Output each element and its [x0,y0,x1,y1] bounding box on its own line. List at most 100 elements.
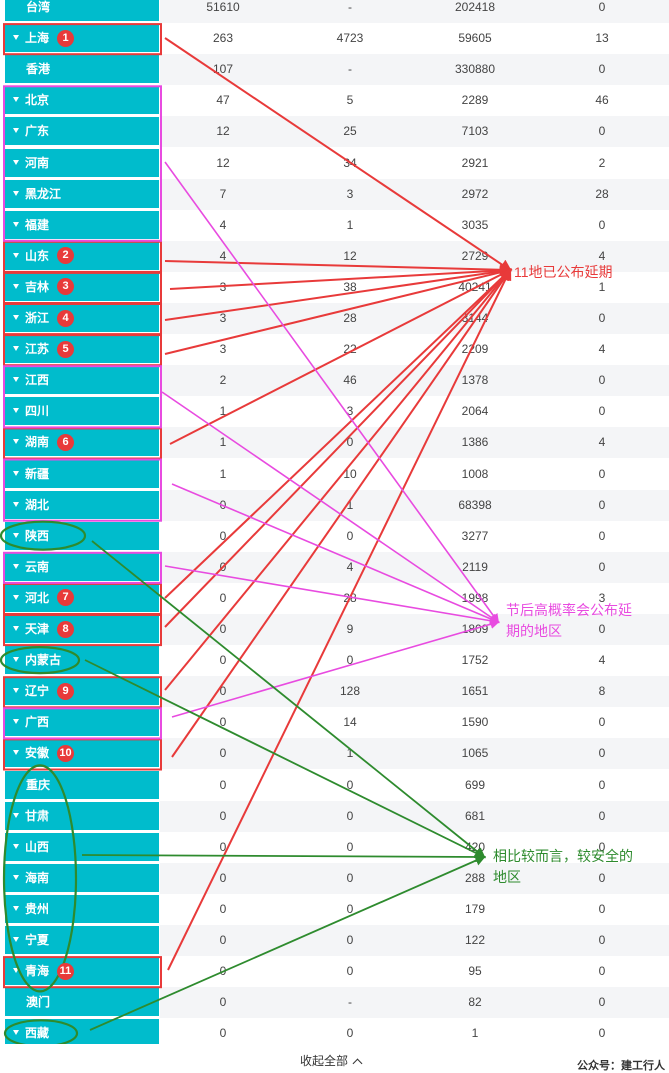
expand-caret-icon[interactable] [13,439,19,445]
expand-caret-icon[interactable] [13,470,19,476]
province-name-cell[interactable]: 上海 [5,24,159,53]
expand-caret-icon[interactable] [13,315,19,320]
province-name-cell[interactable]: 山东 [5,241,159,270]
province-name-cell[interactable]: 广东 [5,117,159,146]
province-name: 上海 [25,31,50,46]
province-name: 广东 [25,124,50,139]
value-cell-2: 5 [346,93,354,108]
province-name-cell[interactable]: 江西 [5,366,159,395]
province-name-cell[interactable]: 甘肃 [5,801,159,830]
province-name-cell[interactable]: 黑龙江 [5,179,159,208]
row-background [160,0,669,23]
footer: 收起全部 公众号：建工行人 [0,1044,669,1072]
expand-caret-icon[interactable] [13,874,19,880]
value-cell-1: 3 [219,342,227,357]
value-cell-4: 0 [598,62,606,77]
table-row: 河北02819983 [0,583,669,614]
row-background [160,738,669,770]
postponed-number-badge: 4 [57,309,74,327]
province-name-cell[interactable]: 广西 [5,708,159,737]
expand-caret-icon[interactable] [13,532,19,538]
likely-arrow [171,483,500,624]
province-name-cell[interactable]: 陕西 [5,521,159,550]
expand-caret-icon[interactable] [13,252,19,258]
value-cell-1: 0 [219,653,227,668]
safer-highlight-ellipse [2,764,78,993]
expand-caret-icon[interactable] [13,159,19,165]
row-background [160,365,669,397]
row-background [160,800,669,832]
expand-caret-icon[interactable] [13,657,19,663]
expand-caret-icon[interactable] [13,1030,19,1036]
value-cell-3: 1008 [461,466,489,481]
value-cell-3: 2119 [462,559,488,574]
province-name: 甘肃 [25,808,50,823]
province-name-cell[interactable]: 河南 [5,148,159,177]
value-cell-1: 47 [216,93,230,108]
province-name-cell[interactable]: 辽宁 [5,677,159,706]
expand-caret-icon[interactable] [13,812,19,818]
value-cell-2: 4723 [336,31,364,46]
expand-caret-icon[interactable] [13,408,19,414]
expand-caret-icon[interactable] [13,283,19,289]
expand-caret-icon[interactable] [13,190,19,196]
province-name: 湖南 [25,435,50,450]
province-name-cell[interactable]: 福建 [5,210,159,239]
table-row: 重庆 0 0 699 0 [0,770,669,801]
province-name-cell[interactable]: 海南 [5,863,159,892]
province-name: 湖北 [25,497,50,512]
postponed-highlight-box [3,676,162,709]
expand-caret-icon[interactable] [13,688,19,694]
province-name: 海南 [25,870,50,885]
province-name-cell[interactable]: 宁夏 [5,926,159,954]
province-name-cell[interactable]: 浙江 [5,304,159,332]
province-name-cell[interactable]: 湖北 [5,490,159,519]
province-name-cell[interactable]: 湖南 [5,428,159,457]
expand-caret-icon[interactable] [13,937,19,942]
collapse-all-button[interactable]: 收起全部 [300,1052,363,1069]
expand-caret-icon[interactable] [13,221,19,227]
safer-arrow [81,851,487,863]
province-name-cell[interactable]: 四川 [5,397,159,426]
province-name: 江苏 [25,342,50,357]
expand-caret-icon[interactable] [13,501,19,507]
expand-caret-icon[interactable] [13,905,19,911]
province-name-cell[interactable]: 河北 [5,583,159,612]
expand-caret-icon[interactable] [13,750,19,756]
province-name-cell[interactable]: 青海 [5,957,159,986]
value-cell-2: 1 [346,217,354,232]
expand-caret-icon[interactable] [13,35,19,41]
value-cell-2: 3 [346,186,354,201]
expand-caret-icon[interactable] [13,843,19,849]
province-name-cell[interactable]: 云南 [5,552,159,581]
value-cell-2: 0 [346,1026,354,1041]
table-row: 辽宁 0 128 1651 8 [0,676,669,708]
province-name-cell[interactable]: 江苏 [5,335,159,364]
expand-caret-icon[interactable] [13,626,19,631]
expand-caret-icon[interactable] [13,346,19,352]
province-name-cell[interactable]: 天津 [5,615,159,643]
value-cell-1: 4 [219,248,227,263]
expand-caret-icon[interactable] [13,594,19,600]
value-cell-2: 0 [346,933,354,947]
expand-caret-icon[interactable] [13,563,19,569]
province-name-cell[interactable]: 西藏 [5,1019,159,1048]
expand-caret-icon[interactable] [13,968,19,974]
expand-caret-icon[interactable] [13,128,19,134]
expand-caret-icon[interactable] [13,97,19,103]
province-name: 重庆 [26,777,51,792]
province-name-cell: 香港 [5,55,159,84]
province-name-cell[interactable]: 北京 [5,86,159,115]
province-name-cell[interactable]: 贵州 [5,894,159,923]
expand-caret-icon[interactable] [13,377,19,383]
province-name-cell[interactable]: 吉林 [5,272,159,301]
province-name: 河北 [25,590,50,605]
postponed-highlight-box [3,240,162,273]
expand-caret-icon[interactable] [13,719,19,725]
value-cell-2: 0 [346,870,354,885]
province-name-cell[interactable]: 新疆 [5,459,159,488]
likely-group-box [3,707,162,740]
province-name-cell[interactable]: 安徽 [5,739,159,768]
province-name-cell[interactable]: 内蒙古 [5,646,159,675]
province-name: 山西 [25,839,50,854]
